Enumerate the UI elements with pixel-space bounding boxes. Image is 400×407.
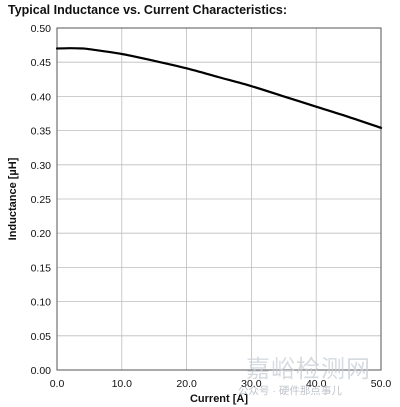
x-tick-label: 50.0 bbox=[371, 378, 392, 390]
y-tick-label: 0.00 bbox=[31, 365, 52, 377]
x-tick-labels: 0.0 10.0 20.0 30.0 40.0 50.0 bbox=[50, 378, 392, 390]
y-tick-label: 0.30 bbox=[31, 160, 52, 172]
watermark-subtitle: 公众号 · 硬件那点事儿 bbox=[238, 385, 342, 397]
y-tick-labels: 0.00 0.05 0.10 0.15 0.20 0.25 0.30 0.35 0.40 0.45… bbox=[31, 23, 52, 377]
x-tick-label: 0.0 bbox=[50, 378, 65, 390]
x-axis-label: Current [A] bbox=[190, 393, 248, 405]
y-tick-label: 0.25 bbox=[31, 194, 52, 206]
x-tick-label: 20.0 bbox=[176, 378, 197, 390]
grid-lines bbox=[56, 27, 382, 371]
y-tick-label: 0.10 bbox=[31, 297, 52, 309]
y-tick-label: 0.40 bbox=[31, 91, 52, 103]
inductance-series-line bbox=[55, 47, 383, 129]
chart-title: Typical Inductance vs. Current Character… bbox=[8, 3, 288, 17]
watermark: 嘉峪检测网 bbox=[246, 356, 371, 383]
x-tick-label: 10.0 bbox=[112, 378, 133, 390]
y-tick-label: 0.05 bbox=[31, 331, 52, 343]
y-tick-label: 0.15 bbox=[31, 262, 52, 274]
y-tick-label: 0.35 bbox=[31, 126, 52, 138]
x-tick-label: 30.0 bbox=[241, 378, 262, 390]
y-tick-label: 0.45 bbox=[31, 57, 52, 69]
y-tick-label: 0.50 bbox=[31, 23, 52, 35]
y-tick-label: 0.20 bbox=[31, 228, 52, 240]
plot-frame bbox=[56, 27, 382, 371]
x-tick-label: 40.0 bbox=[306, 378, 327, 390]
y-axis-label: Inductance [µH] bbox=[7, 157, 19, 240]
